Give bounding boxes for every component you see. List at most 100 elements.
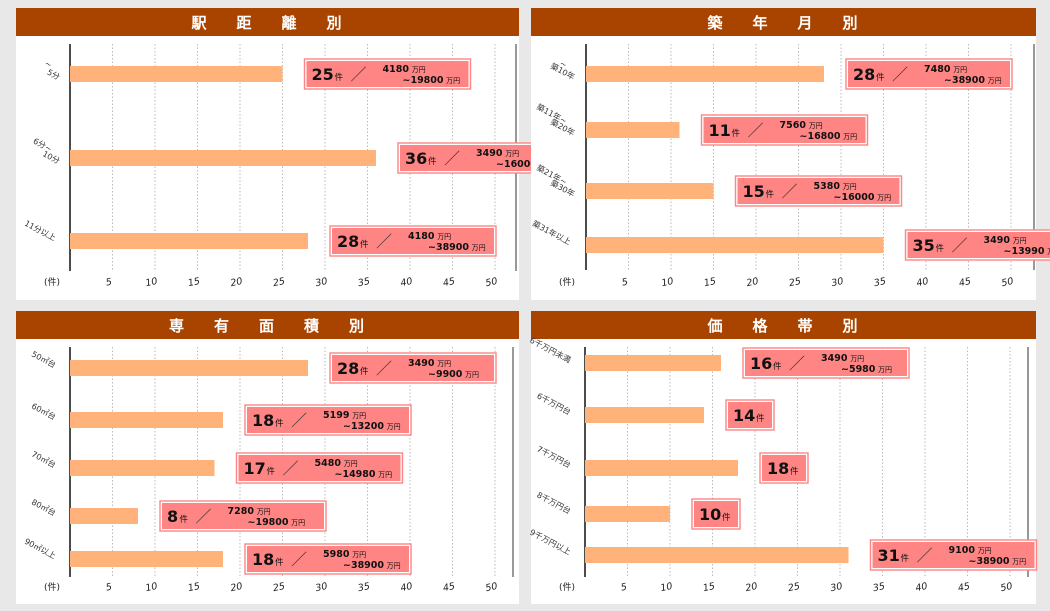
data-label-min: 7480 — [924, 64, 951, 75]
x-tick-label: 30 — [314, 581, 328, 594]
bar — [70, 66, 283, 82]
data-label-count: 17 — [244, 459, 266, 478]
title-char: 別 — [349, 316, 367, 335]
chart-price-range: 5 10 15 20 25 30 35 40 45 50(件)6千万円未満 16 件／ 3490 万円~5… — [528, 335, 1038, 594]
data-label-count: 11 — [709, 121, 731, 140]
data-label-box — [762, 455, 806, 481]
title-char: 有 — [213, 316, 231, 335]
data-label-max: ~38900 — [428, 242, 469, 253]
data-label-max: ~38900 — [969, 556, 1010, 567]
data-label-box — [872, 542, 1035, 568]
chart-floor-area: 5 10 15 20 25 30 35 40 45 50(件)50㎡台 28 件／ 3490 万円~990… — [23, 347, 514, 594]
bar — [586, 237, 884, 253]
data-label-slash: ／ — [892, 65, 908, 84]
data-label-max-unit: 万円 — [378, 471, 392, 479]
title-char: 月 — [797, 13, 815, 32]
x-tick-label: 20 — [229, 276, 243, 289]
data-label-min-unit: 万円 — [850, 355, 864, 363]
data-label-max-unit: 万円 — [988, 77, 1002, 85]
data-label-unit: 件 — [360, 239, 369, 250]
x-tick-label: 15 — [702, 581, 716, 594]
data-label-max: ~13200 — [343, 421, 384, 432]
x-tick-label: 5 — [105, 277, 113, 289]
bar — [70, 460, 215, 476]
bar — [70, 360, 308, 376]
data-label-max: ~13990 — [1004, 246, 1045, 257]
data-label-max-unit: 万円 — [387, 423, 401, 431]
data-label-min: 3490 — [984, 235, 1011, 246]
x-unit-label: (件) — [44, 581, 60, 593]
bar — [585, 460, 738, 476]
category-label: 90㎡以上 — [23, 537, 57, 561]
data-label-count: 16 — [750, 354, 772, 373]
x-tick-label: 40 — [399, 276, 413, 289]
data-label-min-unit: 万円 — [412, 66, 426, 74]
data-label-box — [694, 501, 738, 527]
data-label-min: 3490 — [821, 353, 848, 364]
data-label-unit: 件 — [766, 189, 775, 200]
data-label-slash: ／ — [444, 149, 460, 168]
category-label: 11分以上 — [23, 219, 57, 243]
data-label: 11 件／ 7560 万円~16800 万円 — [700, 114, 869, 146]
data-label-min: 5380 — [814, 181, 841, 192]
bar — [70, 551, 223, 567]
data-label: 28 件／ 7480 万円~38900 万円 — [845, 58, 1013, 90]
data-label-min-unit: 万円 — [352, 551, 366, 559]
data-label-box — [247, 546, 409, 572]
title-char: 距 — [236, 13, 254, 32]
title-char: 帯 — [797, 316, 815, 335]
bar — [70, 412, 223, 428]
category-label: 70㎡台 — [30, 449, 58, 470]
category-label: ~ — [558, 59, 568, 70]
x-tick-label: 10 — [144, 276, 158, 289]
x-tick-label: 45 — [958, 276, 972, 289]
x-tick-label: 50 — [1000, 276, 1014, 289]
category-label: ~ — [43, 59, 53, 70]
x-tick-label: 10 — [144, 581, 158, 594]
data-label-max-unit: 万円 — [291, 519, 305, 527]
x-tick-label: 50 — [484, 581, 498, 594]
data-label-box — [332, 355, 494, 381]
data-label-unit: 件 — [901, 553, 910, 564]
data-label: 8 件／ 7280 万円~19800 万円 — [159, 500, 327, 532]
panel-title: 価格帯別 — [531, 311, 1036, 339]
data-label-box — [306, 61, 469, 87]
data-label-box — [162, 503, 324, 529]
data-label-slash: ／ — [376, 359, 392, 378]
data-label-count: 35 — [913, 236, 935, 255]
category-label: 5分 — [45, 68, 61, 82]
chart-station-distance: 5 10 15 20 25 30 35 40 45 50(件)~5分 25 件／ 4180 万円~1980… — [23, 44, 565, 289]
title-char: 駅 — [191, 13, 209, 32]
data-label-slash: ／ — [748, 121, 764, 140]
category-label: 6千万円台 — [535, 391, 572, 417]
data-label-max: ~16800 — [800, 131, 841, 142]
x-tick-label: 50 — [484, 276, 498, 289]
x-tick-label: 20 — [229, 581, 243, 594]
x-tick-label: 10 — [660, 276, 674, 289]
data-label: 16 件／ 3490 万円~5980 万円 — [742, 347, 910, 379]
data-label-box — [247, 407, 409, 433]
data-label-max-unit: 万円 — [877, 194, 891, 202]
data-label-min-unit: 万円 — [437, 233, 451, 241]
data-label-count: 31 — [878, 546, 900, 565]
data-label-slash: ／ — [291, 411, 307, 430]
title-char: 築 — [707, 13, 725, 32]
title-char: 面 — [258, 316, 276, 335]
data-label-unit: 件 — [360, 366, 369, 377]
data-label-count: 28 — [337, 359, 359, 378]
data-label-slash: ／ — [917, 546, 933, 565]
bar — [586, 66, 824, 82]
data-label-count: 8 — [167, 507, 178, 526]
title-char: 別 — [326, 13, 344, 32]
data-label: 18 件 — [759, 452, 809, 484]
data-label-max-unit: 万円 — [1012, 558, 1026, 566]
data-label-unit: 件 — [936, 243, 945, 254]
data-label-box — [703, 117, 866, 143]
x-tick-label: 50 — [999, 581, 1013, 594]
x-tick-label: 15 — [187, 276, 201, 289]
data-label-unit: 件 — [722, 512, 731, 523]
data-label-max-unit: 万円 — [387, 562, 401, 570]
x-tick-label: 5 — [105, 582, 113, 594]
data-label-unit: 件 — [428, 156, 437, 167]
x-tick-label: 35 — [357, 581, 371, 594]
